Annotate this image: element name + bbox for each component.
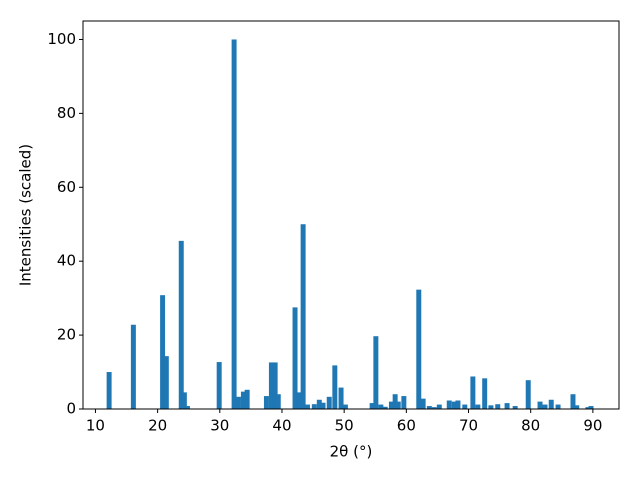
y-tick-label: 100 <box>47 30 76 48</box>
bar <box>268 362 274 409</box>
bar <box>160 295 166 409</box>
y-tick-label: 0 <box>66 400 76 418</box>
x-tick-label: 10 <box>86 417 105 435</box>
bar <box>537 401 543 409</box>
bar <box>369 403 375 409</box>
y-tick-label: 40 <box>57 252 76 270</box>
bar <box>475 404 481 409</box>
bar <box>106 372 112 409</box>
bar <box>542 404 548 409</box>
bar <box>181 392 187 409</box>
y-tick-label: 80 <box>57 104 76 122</box>
bar <box>292 307 298 409</box>
bar <box>555 404 561 409</box>
bar <box>446 400 452 409</box>
bar <box>570 394 576 409</box>
x-tick-label: 70 <box>459 417 478 435</box>
bar <box>296 392 302 409</box>
plot-frame <box>82 20 620 410</box>
bar <box>512 406 518 409</box>
x-tick-label: 40 <box>272 417 291 435</box>
bar <box>178 240 184 409</box>
bar <box>272 362 278 409</box>
bar <box>451 401 457 409</box>
bar <box>488 405 494 409</box>
bar <box>455 400 461 409</box>
bar <box>275 394 281 409</box>
bar <box>373 336 379 409</box>
bar <box>311 404 317 409</box>
bar <box>495 404 501 409</box>
bar <box>388 401 394 409</box>
bar <box>431 407 437 409</box>
x-tick-label: 90 <box>583 417 602 435</box>
bar <box>482 378 488 409</box>
bar <box>504 403 510 409</box>
x-tick-label: 50 <box>335 417 354 435</box>
bar <box>574 405 580 409</box>
bar <box>548 399 554 409</box>
bar <box>184 406 190 409</box>
x-tick-label: 20 <box>148 417 167 435</box>
bar <box>326 396 332 409</box>
bar <box>392 394 398 409</box>
bar <box>436 404 442 409</box>
bar <box>338 387 344 409</box>
bar <box>304 404 310 409</box>
bar <box>300 224 306 409</box>
bar <box>426 406 432 409</box>
bar <box>395 401 401 409</box>
y-axis-label: Intensities (scaled) <box>17 144 35 286</box>
x-tick-label: 80 <box>521 417 540 435</box>
bar <box>470 376 476 409</box>
bar <box>420 398 426 409</box>
bar <box>342 404 348 409</box>
bar <box>378 404 384 409</box>
bar <box>163 356 169 409</box>
bar <box>588 406 594 409</box>
x-tick-label: 30 <box>210 417 229 435</box>
bar <box>130 324 136 409</box>
bar <box>416 289 422 409</box>
bar <box>320 402 326 409</box>
bar <box>585 407 591 409</box>
bar <box>244 389 250 409</box>
x-tick-label: 60 <box>397 417 416 435</box>
bar <box>231 39 237 409</box>
bar <box>240 391 246 409</box>
bar <box>263 396 269 409</box>
bar <box>382 406 388 409</box>
bar <box>525 380 531 409</box>
bar <box>332 365 338 409</box>
bar <box>462 404 468 409</box>
bar <box>401 396 407 409</box>
bar <box>216 362 222 409</box>
y-tick-label: 60 <box>57 178 76 196</box>
bar <box>316 399 322 409</box>
bar <box>235 396 241 409</box>
x-axis-label: 2θ (°) <box>330 443 373 461</box>
y-tick-label: 20 <box>57 326 76 344</box>
